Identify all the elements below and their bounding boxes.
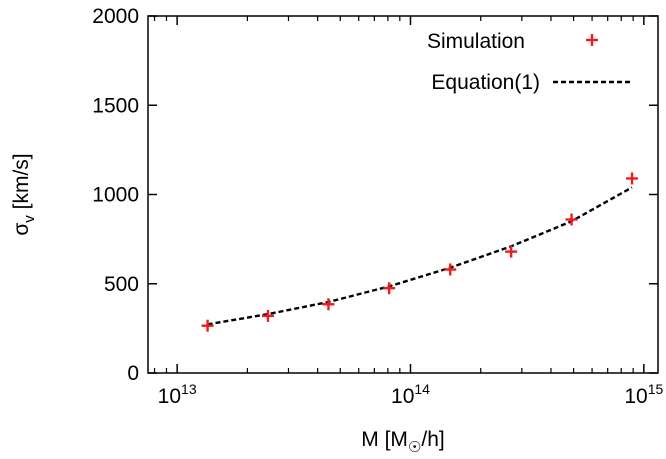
y-tick-label-0: 0	[127, 362, 139, 385]
legend-label-simulation: Simulation	[427, 30, 525, 53]
y-tick-label-1500: 1500	[92, 94, 139, 117]
y-tick-label-2000: 2000	[92, 5, 139, 28]
series-equation-line	[207, 186, 633, 326]
legend: Simulation Equation(1)	[427, 30, 633, 94]
x-tick-label-1e13: 1013	[158, 381, 197, 408]
simulation-point-0	[201, 319, 214, 332]
x-tick-label-base: 10	[624, 385, 647, 408]
legend-marker-simulation	[586, 34, 598, 46]
x-axis-title-tail: /h]	[421, 428, 444, 451]
x-axis-title-sub: ☉	[408, 439, 421, 456]
y-tick-label-1000: 1000	[92, 184, 139, 207]
y-tick-label-500: 500	[104, 273, 139, 296]
simulation-point-4	[444, 263, 457, 276]
simulation-point-5	[505, 245, 518, 258]
x-tick-label-base: 10	[158, 385, 181, 408]
simulation-point-2	[322, 298, 335, 311]
y-axis-title-main: σ	[10, 223, 33, 236]
x-axis-title: M [M☉/h]	[361, 428, 444, 456]
simulation-point-7	[626, 172, 639, 185]
x-axis-title-main: M [M	[361, 428, 408, 451]
x-tick-label-exponent: 14	[414, 381, 430, 397]
x-tick-label-1e14: 1014	[391, 381, 430, 408]
y-axis-title: σv [km/s]	[10, 153, 38, 235]
x-tick-label-exponent: 15	[648, 381, 664, 397]
simulation-point-1	[261, 309, 274, 322]
x-tick-label-exponent: 13	[181, 381, 197, 397]
y-axis-title-sub: v	[21, 215, 38, 223]
plot-frame	[147, 15, 659, 374]
y-axis-title-tail: [km/s]	[10, 153, 33, 215]
series-layer	[201, 172, 639, 332]
legend-label-equation: Equation(1)	[431, 71, 540, 94]
x-tick-label-1e15: 1015	[624, 381, 663, 408]
legend-plus-simulation	[586, 34, 598, 46]
simulation-point-3	[383, 282, 396, 295]
simulation-point-6	[565, 213, 578, 226]
x-tick-label-base: 10	[391, 385, 414, 408]
